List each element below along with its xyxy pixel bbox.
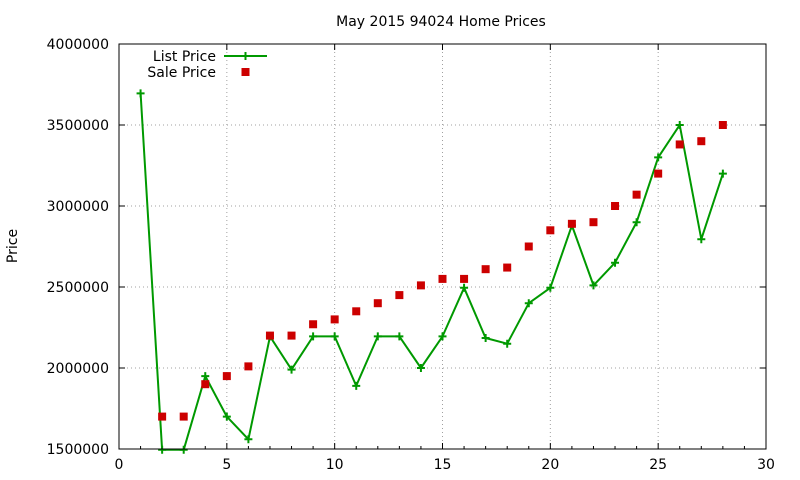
sale-price-point (654, 169, 663, 178)
list-price-line (139, 93, 724, 451)
grid-lines (119, 44, 766, 449)
list-price-point (330, 332, 339, 341)
sale-price-point (373, 299, 382, 308)
chart-title: May 2015 94024 Home Prices (336, 14, 546, 30)
sale-price-point (697, 137, 706, 146)
list-price-point (158, 445, 167, 454)
y-axis-label: Price (5, 229, 21, 263)
x-tick-label: 0 (115, 457, 124, 473)
x-tick-label: 30 (757, 457, 775, 473)
sale-price-point (675, 140, 684, 149)
list-price-point (438, 332, 447, 341)
list-price-point (179, 445, 188, 454)
axis-ticks: 0 5 10 15 20 25 30 1500000 2000000 2500000 3000000… (47, 37, 775, 473)
x-tick-label: 20 (541, 457, 559, 473)
sale-price-point (416, 281, 425, 290)
sale-price-point (438, 274, 447, 283)
y-tick-label: 2500000 (47, 280, 109, 296)
list-price-point (632, 218, 641, 227)
list-price-point (309, 332, 318, 341)
list-price-point (718, 169, 727, 178)
sale-price-point (611, 202, 620, 210)
y-tick-label: 3500000 (47, 118, 109, 134)
list-price-point (201, 372, 210, 381)
legend-label-list-price: List Price (153, 49, 216, 65)
sale-price-point (567, 219, 576, 228)
list-price-point (589, 281, 598, 290)
sale-price-point (718, 121, 727, 129)
list-price-point (460, 283, 469, 292)
sale-price-point (158, 412, 167, 421)
series-layer (136, 89, 727, 454)
list-price-point (287, 365, 296, 374)
list-price-point (654, 153, 663, 162)
sale-price-point (222, 372, 231, 381)
list-price-point (395, 332, 404, 341)
list-price-point (244, 435, 253, 444)
legend-marker-sale-price (241, 68, 250, 76)
sale-price-point (546, 226, 555, 235)
list-price-point (675, 121, 684, 129)
sale-price-point (632, 190, 641, 199)
list-price-point (352, 381, 361, 390)
x-tick-label: 5 (222, 457, 231, 473)
x-tick-label: 25 (649, 457, 667, 473)
sale-price-point (352, 307, 361, 316)
x-tick-label: 15 (434, 457, 452, 473)
plot-frame (118, 43, 767, 450)
sale-price-point (309, 320, 318, 329)
legend-marker-list-price (241, 52, 250, 60)
sale-price-point (244, 362, 253, 371)
list-price-point (222, 412, 231, 421)
list-price-point (546, 283, 555, 292)
list-price-point (481, 334, 490, 343)
sale-price-point (524, 242, 533, 251)
sale-price-point (481, 265, 490, 274)
sale-price-point (330, 315, 339, 324)
list-price-point (136, 89, 145, 98)
sale-price-point (589, 218, 598, 227)
sale-price-point (265, 331, 274, 340)
sale-price-point (503, 263, 512, 272)
sale-price-point (395, 291, 404, 300)
list-price-point (611, 258, 620, 267)
y-tick-label: 1500000 (47, 442, 109, 458)
list-price-point (373, 332, 382, 341)
sale-price-point (460, 274, 469, 283)
sale-price-point (287, 331, 296, 340)
sale-price-point (201, 380, 210, 389)
sale-price-point (179, 412, 188, 421)
x-tick-label: 10 (326, 457, 344, 473)
y-tick-label: 3000000 (47, 199, 109, 215)
list-price-point (503, 339, 512, 348)
list-price-point (524, 299, 533, 308)
y-tick-label: 4000000 (47, 37, 109, 53)
legend-label-sale-price: Sale Price (147, 65, 216, 81)
y-tick-label: 2000000 (47, 361, 109, 377)
list-price-point (416, 364, 425, 372)
list-price-point (697, 235, 706, 244)
